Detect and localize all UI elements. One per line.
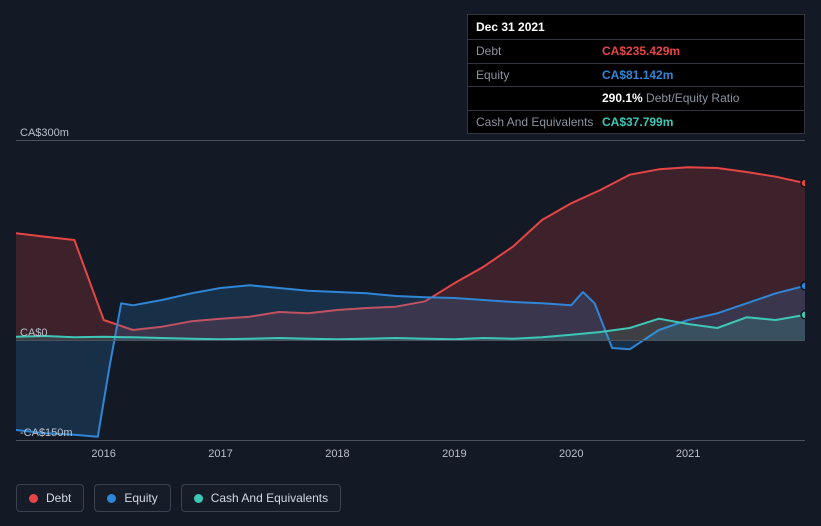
x-axis-label: 2017 bbox=[208, 448, 232, 460]
x-axis-label: 2019 bbox=[442, 448, 466, 460]
y-axis-label: CA$300m bbox=[20, 127, 69, 139]
dot-icon bbox=[107, 494, 116, 503]
tooltip-value: CA$81.142m bbox=[602, 68, 673, 82]
tooltip-row-ratio: 290.1% Debt/Equity Ratio bbox=[468, 86, 804, 109]
chart-tooltip: Dec 31 2021 Debt CA$235.429m Equity CA$8… bbox=[467, 14, 805, 134]
tooltip-label: Debt bbox=[476, 44, 596, 58]
x-axis-label: 2021 bbox=[676, 448, 700, 460]
dot-icon bbox=[29, 494, 38, 503]
tooltip-date: Dec 31 2021 bbox=[468, 15, 804, 39]
gridline bbox=[16, 140, 805, 141]
tooltip-row-debt: Debt CA$235.429m bbox=[468, 39, 804, 62]
legend-label: Debt bbox=[46, 491, 71, 505]
tooltip-label-empty bbox=[476, 91, 596, 105]
series-end-marker bbox=[801, 179, 805, 187]
legend-label: Cash And Equivalents bbox=[211, 491, 328, 505]
y-axis-label: CA$0 bbox=[20, 327, 48, 339]
legend-item-debt[interactable]: Debt bbox=[16, 484, 84, 512]
tooltip-ratio: 290.1% Debt/Equity Ratio bbox=[602, 91, 739, 105]
x-axis-label: 2016 bbox=[91, 448, 115, 460]
series-end-marker bbox=[801, 311, 805, 319]
series-end-marker bbox=[801, 282, 805, 290]
dot-icon bbox=[194, 494, 203, 503]
gridline bbox=[16, 340, 805, 341]
tooltip-row-equity: Equity CA$81.142m bbox=[468, 63, 804, 86]
x-axis-label: 2018 bbox=[325, 448, 349, 460]
tooltip-label: Equity bbox=[476, 68, 596, 82]
legend-label: Equity bbox=[124, 491, 157, 505]
legend-item-cash[interactable]: Cash And Equivalents bbox=[181, 484, 341, 512]
tooltip-label: Cash And Equivalents bbox=[476, 115, 596, 129]
tooltip-value: CA$37.799m bbox=[602, 115, 673, 129]
tooltip-value: CA$235.429m bbox=[602, 44, 680, 58]
tooltip-row-cash: Cash And Equivalents CA$37.799m bbox=[468, 110, 804, 133]
legend-item-equity[interactable]: Equity bbox=[94, 484, 170, 512]
chart-svg bbox=[16, 140, 805, 440]
x-axis-label: 2020 bbox=[559, 448, 583, 460]
y-axis-label: -CA$150m bbox=[20, 427, 73, 439]
plot-area[interactable]: CA$300mCA$0-CA$150m201620172018201920202… bbox=[16, 140, 805, 440]
financial-history-chart: Dec 31 2021 Debt CA$235.429m Equity CA$8… bbox=[0, 0, 821, 526]
gridline bbox=[16, 440, 805, 441]
legend: Debt Equity Cash And Equivalents bbox=[16, 484, 341, 512]
